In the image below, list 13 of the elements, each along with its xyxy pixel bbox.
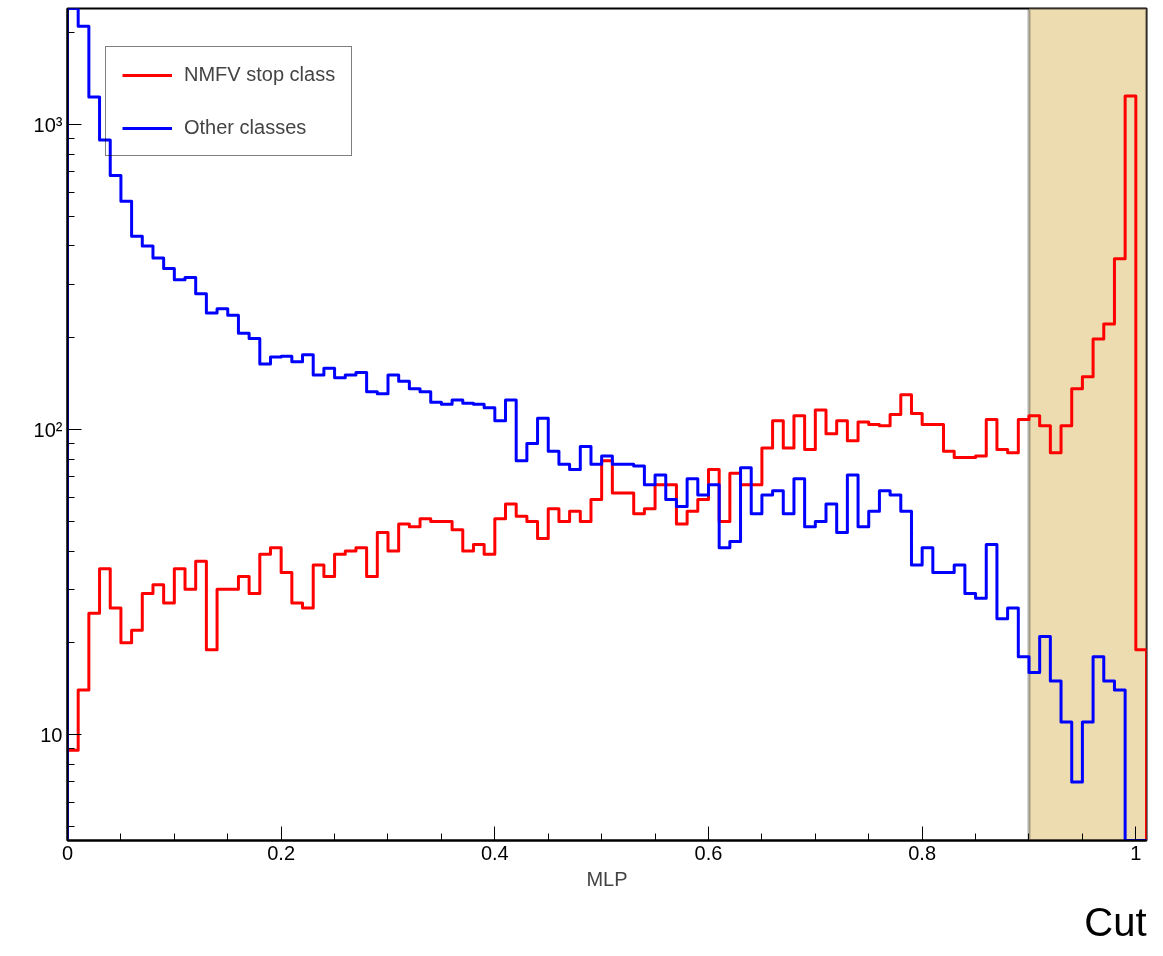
x-axis-title: MLP: [586, 867, 628, 890]
legend-label: Other classes: [184, 116, 307, 139]
x-tick-label: 1: [1130, 841, 1142, 864]
x-tick-label: 0.8: [908, 841, 937, 864]
y-tick-label: 10³: [33, 113, 63, 136]
band-label: Cut: [1084, 899, 1147, 944]
x-tick-label: 0.6: [694, 841, 723, 864]
x-tick-label: 0.2: [267, 841, 296, 864]
y-tick-label: 10: [40, 723, 63, 746]
x-tick-label: 0: [61, 841, 74, 864]
x-tick-label: 0.4: [480, 841, 509, 864]
y-tick-label: 10²: [33, 418, 63, 441]
legend-label: NMFV stop class: [184, 63, 336, 86]
